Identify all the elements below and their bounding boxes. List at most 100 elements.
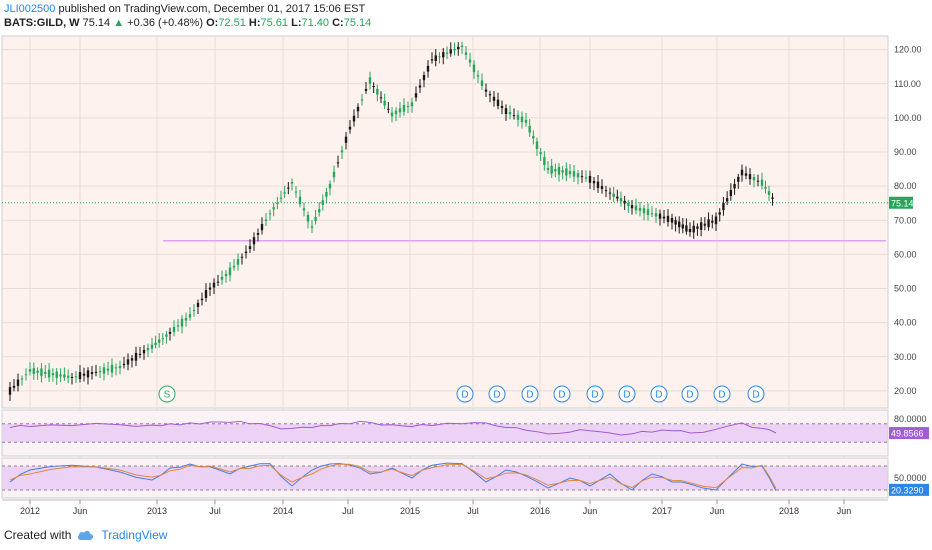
price-candle xyxy=(457,46,460,50)
close-value: 75.14 xyxy=(343,17,372,29)
price-candle xyxy=(561,170,564,173)
time-tick-label: Jul xyxy=(209,506,221,516)
time-tick-label: 2017 xyxy=(652,506,672,516)
price-candle xyxy=(460,45,464,47)
price-candle xyxy=(568,170,572,175)
price-candle xyxy=(228,267,232,276)
price-pane[interactable]: 120.00 110.00 100.00 90.00 80.00 70.00 60.00 50… xyxy=(1,35,922,518)
price-candle xyxy=(488,94,492,96)
price-candle xyxy=(596,181,600,189)
price-candle xyxy=(484,89,488,92)
price-candle xyxy=(318,209,321,213)
price-candle xyxy=(196,302,200,307)
price-candle xyxy=(216,281,220,283)
stoch-tick-label: 50.0000 xyxy=(894,473,927,483)
symbol-label[interactable]: BATS:GILD, W xyxy=(4,17,80,29)
price-candle xyxy=(142,350,146,354)
price-candle xyxy=(51,373,55,376)
price-candle xyxy=(453,48,456,51)
price-candle xyxy=(638,207,642,211)
author-link[interactable]: JLI002500 xyxy=(4,3,56,15)
price-candle xyxy=(642,208,646,214)
price-candle xyxy=(294,191,298,193)
price-candle xyxy=(118,365,122,369)
price-candle xyxy=(150,344,154,349)
price-candle xyxy=(184,317,188,321)
price-candle xyxy=(714,216,718,225)
price-candle xyxy=(168,331,172,334)
price-candle xyxy=(729,189,733,197)
price-candle xyxy=(122,363,126,366)
price-candle xyxy=(760,179,764,186)
price-candle xyxy=(264,219,268,222)
price-candle xyxy=(414,93,418,98)
price-candle xyxy=(16,379,20,386)
price-candle xyxy=(287,187,290,189)
price-candle xyxy=(325,192,328,197)
rsi-value-badge xyxy=(889,427,929,440)
dividend-marker xyxy=(650,385,668,403)
price-candle xyxy=(711,220,714,223)
price-tick-label: 70.00 xyxy=(894,215,917,225)
time-axis[interactable]: 2012 Jun 2013 Jul 2014 Jul 2015 Jul 2016 Jun 2017 J… xyxy=(2,499,888,516)
price-candle xyxy=(224,273,228,276)
up-arrow-icon: ▲ xyxy=(113,17,125,29)
rsi-tick-label: 80.0000 xyxy=(894,414,927,424)
price-candle xyxy=(390,112,394,117)
price-candle xyxy=(767,191,771,195)
footer: Created with TradingView xyxy=(4,528,167,542)
price-candle xyxy=(110,364,114,373)
time-tick-label: 2015 xyxy=(400,506,420,516)
price-candle xyxy=(584,177,588,179)
time-tick-label: Jul xyxy=(342,506,354,516)
price-candle xyxy=(364,88,368,91)
price-candle xyxy=(550,165,553,174)
price-candle xyxy=(492,96,496,101)
price-candle xyxy=(176,325,180,327)
price-candle xyxy=(426,65,430,72)
price-candle xyxy=(627,202,630,206)
price-candle xyxy=(383,100,386,106)
price-candle xyxy=(161,338,164,340)
price-candle xyxy=(192,309,196,311)
price-candle xyxy=(102,367,106,374)
price-candle xyxy=(47,369,51,378)
price-candle xyxy=(572,171,576,177)
price-candle xyxy=(464,52,468,55)
price-candle xyxy=(616,196,619,199)
price-candle xyxy=(608,192,612,194)
price-candle xyxy=(630,205,634,209)
price-candle xyxy=(696,226,699,229)
rsi-value-label: 49.8566 xyxy=(891,429,924,439)
price-candle xyxy=(248,246,252,249)
price-candle xyxy=(623,200,626,204)
price-candle xyxy=(252,237,256,245)
price-candle xyxy=(504,108,508,114)
rsi-pane[interactable]: 80.0000 49.8566 xyxy=(1,409,929,457)
publish-line: JLI002500 published on TradingView.com, … xyxy=(4,2,371,16)
stoch-value-badge xyxy=(889,483,929,496)
dividend-marker-label: D xyxy=(752,390,759,401)
price-candle xyxy=(66,375,70,378)
price-candle xyxy=(535,141,539,149)
price-candle xyxy=(771,197,774,199)
dividend-marker-label: D xyxy=(591,390,598,401)
stoch-band xyxy=(2,466,888,490)
price-candle xyxy=(272,207,275,210)
dividend-marker xyxy=(747,385,765,403)
price-candle xyxy=(55,371,58,378)
price-candle xyxy=(402,104,406,112)
last-price-badge xyxy=(889,196,913,209)
price-candle xyxy=(520,116,524,122)
price-candle xyxy=(612,193,615,198)
time-tick-label: 2012 xyxy=(20,506,40,516)
tradingview-brand[interactable]: TradingView xyxy=(101,528,168,542)
price-candle xyxy=(368,77,372,84)
price-candle xyxy=(44,371,47,374)
price-candle xyxy=(12,385,16,388)
stoch-pane[interactable]: 50.0000 20.3290 xyxy=(1,457,929,499)
tradingview-cloud-icon xyxy=(78,530,94,540)
dividend-marker-label: D xyxy=(623,390,630,401)
price-tick-label: 80.00 xyxy=(894,181,917,191)
